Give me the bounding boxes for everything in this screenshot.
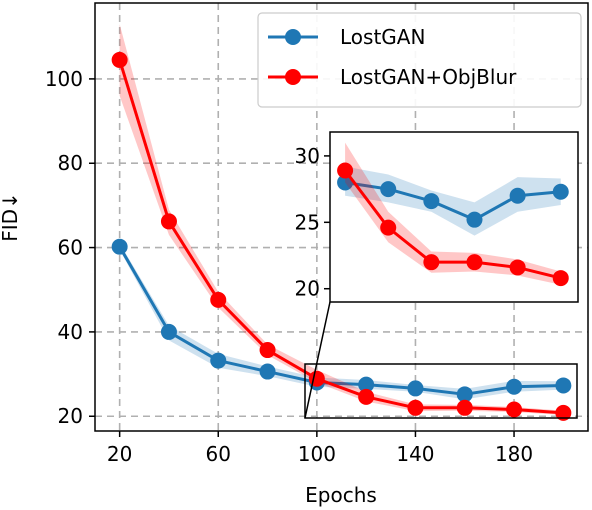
legend-marker-lostgan xyxy=(285,29,301,45)
inset-y-tick-label: 25 xyxy=(295,210,320,234)
x-tick-label: 180 xyxy=(495,442,533,466)
legend-label-objblur: LostGAN+ObjBlur xyxy=(340,65,517,89)
inset-data-point-objblur xyxy=(552,270,569,287)
data-point-lostgan xyxy=(407,380,424,397)
confidence-band-objblur xyxy=(119,24,564,415)
main-axes-frame xyxy=(94,2,589,432)
data-point-lostgan xyxy=(506,378,523,395)
x-tick-label: 100 xyxy=(298,442,336,466)
data-point-lostgan xyxy=(358,376,375,393)
data-point-objblur xyxy=(555,404,572,421)
inset-data-point-objblur xyxy=(380,219,397,236)
axis-ticks: 20 60 100 140 180 20 40 60 80 100 xyxy=(45,67,533,466)
inset-data-point-objblur xyxy=(509,259,526,276)
inset-data-point-lostgan xyxy=(337,174,354,191)
y-axis-title: FID↓ xyxy=(0,192,22,242)
y-tick-label: 40 xyxy=(58,320,83,344)
data-point-lostgan xyxy=(456,386,473,403)
legend-box xyxy=(257,12,582,108)
inset-data-point-lostgan xyxy=(552,183,569,200)
y-tick-label: 20 xyxy=(58,404,83,428)
inset-confidence-band-lostgan xyxy=(345,166,561,236)
data-point-objblur xyxy=(111,51,128,68)
data-point-objblur xyxy=(259,342,276,359)
x-tick-label: 140 xyxy=(396,442,434,466)
data-point-objblur xyxy=(407,399,424,416)
inset-data-point-objblur xyxy=(423,254,440,271)
inset-data-point-lostgan xyxy=(509,187,526,204)
data-point-objblur xyxy=(506,401,523,418)
x-axis-title: Epochs xyxy=(305,483,377,507)
data-point-objblur xyxy=(358,388,375,405)
inset-plot-area xyxy=(337,142,569,287)
data-point-objblur xyxy=(210,291,227,308)
legend-marker-objblur xyxy=(285,69,301,85)
zoom-connector-line xyxy=(304,301,331,419)
data-point-objblur xyxy=(456,399,473,416)
series-line-objblur xyxy=(118,59,564,415)
inset-y-tick-label: 30 xyxy=(295,144,320,168)
inset-confidence-band-objblur xyxy=(345,142,561,285)
data-point-lostgan xyxy=(160,323,177,340)
legend-label-lostgan: LostGAN xyxy=(340,25,425,49)
inset-y-tick-label: 20 xyxy=(295,277,320,301)
y-tick-label: 100 xyxy=(45,67,83,91)
x-tick-label: 20 xyxy=(107,442,132,466)
data-point-lostgan xyxy=(210,352,227,369)
inset-data-point-lostgan xyxy=(380,181,397,198)
inset-axis-ticks: 20 25 30 xyxy=(295,144,330,301)
inset-data-point-lostgan xyxy=(423,193,440,210)
x-tick-label: 60 xyxy=(206,442,231,466)
inset-data-point-lostgan xyxy=(466,211,483,228)
data-point-lostgan xyxy=(259,363,276,380)
data-point-lostgan xyxy=(111,238,128,255)
main-plot-area xyxy=(111,24,572,421)
series-line-lostgan xyxy=(118,245,564,396)
zoom-region-box xyxy=(304,363,578,419)
y-tick-label: 80 xyxy=(58,151,83,175)
data-point-lostgan xyxy=(555,377,572,394)
data-point-objblur xyxy=(308,370,325,387)
legend: LostGAN LostGAN+ObjBlur xyxy=(257,12,582,108)
inset-data-point-objblur xyxy=(466,254,483,271)
confidence-band-lostgan xyxy=(119,243,564,400)
inset-axes-frame xyxy=(329,131,579,303)
y-tick-label: 60 xyxy=(58,236,83,260)
inset-data-point-objblur xyxy=(337,162,354,179)
data-point-objblur xyxy=(160,213,177,230)
